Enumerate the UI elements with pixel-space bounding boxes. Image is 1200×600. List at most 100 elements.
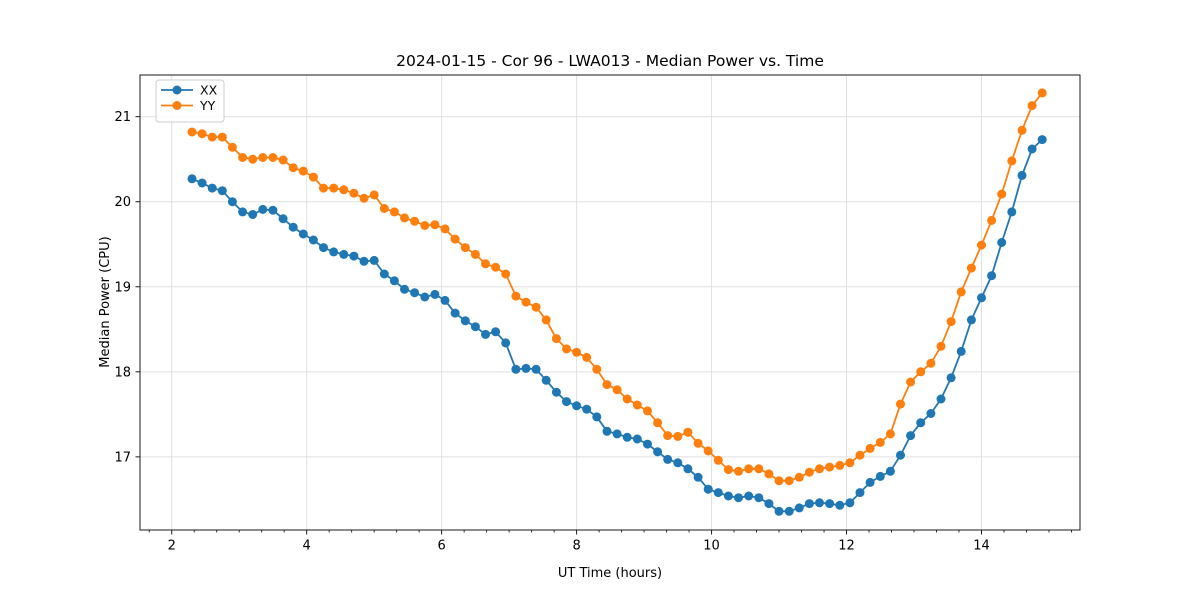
data-point bbox=[308, 172, 318, 182]
data-point bbox=[643, 439, 652, 449]
data-point bbox=[612, 385, 622, 395]
data-point bbox=[582, 352, 592, 362]
data-point bbox=[1007, 207, 1017, 217]
data-point bbox=[926, 358, 936, 368]
data-point bbox=[481, 329, 490, 339]
data-point bbox=[258, 204, 268, 214]
x-tick-label: 4 bbox=[303, 539, 311, 554]
data-point bbox=[359, 193, 369, 203]
data-point bbox=[248, 210, 258, 219]
data-point bbox=[845, 498, 855, 508]
data-point bbox=[865, 443, 875, 453]
data-point bbox=[298, 166, 308, 176]
data-point bbox=[936, 341, 946, 351]
data-point bbox=[997, 189, 1007, 199]
data-point bbox=[420, 292, 430, 302]
data-point bbox=[946, 317, 956, 327]
data-point bbox=[977, 240, 986, 250]
data-point bbox=[308, 235, 318, 245]
data-point bbox=[663, 431, 673, 441]
data-point bbox=[683, 464, 693, 474]
data-point bbox=[521, 363, 531, 373]
data-point bbox=[602, 426, 612, 436]
legend-label-xx: XX bbox=[200, 83, 218, 98]
data-point bbox=[227, 197, 237, 207]
data-point bbox=[531, 302, 541, 312]
data-point bbox=[562, 344, 571, 354]
data-point bbox=[319, 183, 328, 193]
data-point bbox=[278, 155, 288, 165]
data-point bbox=[774, 506, 784, 516]
data-point bbox=[400, 284, 409, 294]
data-point bbox=[612, 429, 622, 439]
data-point bbox=[632, 400, 642, 410]
data-point bbox=[521, 297, 531, 307]
data-point bbox=[946, 373, 956, 383]
x-tick-label: 2 bbox=[168, 539, 176, 554]
data-point bbox=[592, 364, 602, 374]
x-tick-label: 12 bbox=[838, 539, 855, 554]
data-point bbox=[956, 287, 966, 297]
data-point bbox=[329, 247, 339, 257]
data-point bbox=[400, 213, 409, 223]
data-point bbox=[197, 178, 207, 188]
data-point bbox=[643, 406, 652, 416]
chart-title: 2024-01-15 - Cor 96 - LWA013 - Median Po… bbox=[396, 52, 824, 70]
data-point bbox=[896, 399, 905, 409]
data-point bbox=[622, 432, 632, 442]
data-point bbox=[845, 458, 855, 468]
data-point bbox=[470, 322, 480, 332]
data-point bbox=[440, 224, 450, 234]
data-point bbox=[379, 269, 389, 279]
data-point bbox=[572, 347, 582, 357]
data-point bbox=[278, 214, 288, 224]
data-point bbox=[744, 464, 754, 474]
data-point bbox=[420, 221, 430, 230]
data-point bbox=[319, 243, 328, 253]
data-point bbox=[460, 243, 470, 253]
data-point bbox=[774, 476, 784, 486]
data-point bbox=[693, 438, 703, 448]
data-point bbox=[693, 472, 703, 482]
x-axis-label: UT Time (hours) bbox=[558, 566, 662, 581]
y-axis-label: Median Power (CPU) bbox=[98, 236, 113, 367]
grid-layer bbox=[140, 75, 1080, 530]
data-point bbox=[744, 491, 754, 501]
data-point bbox=[683, 427, 693, 437]
y-tick-label: 20 bbox=[114, 195, 131, 210]
data-point bbox=[1037, 135, 1047, 145]
data-point bbox=[562, 397, 571, 407]
data-point bbox=[248, 154, 258, 164]
series-yy bbox=[187, 88, 1047, 486]
data-point bbox=[511, 291, 521, 301]
series-xx bbox=[187, 135, 1047, 516]
data-point bbox=[906, 431, 916, 441]
data-point bbox=[977, 293, 986, 303]
x-tick-label: 8 bbox=[572, 539, 580, 554]
data-point bbox=[855, 450, 865, 460]
data-point bbox=[673, 431, 683, 441]
data-point bbox=[1027, 101, 1037, 111]
data-point bbox=[764, 499, 774, 509]
data-point bbox=[1017, 170, 1027, 180]
data-point bbox=[450, 234, 460, 244]
y-tick-label: 18 bbox=[114, 365, 131, 380]
data-point bbox=[653, 418, 663, 428]
data-point bbox=[987, 271, 997, 281]
data-point bbox=[1007, 156, 1017, 166]
data-point bbox=[501, 269, 511, 279]
data-point bbox=[855, 488, 865, 498]
data-point bbox=[298, 229, 308, 239]
data-point bbox=[663, 454, 673, 464]
data-point bbox=[966, 263, 976, 273]
data-point bbox=[987, 215, 997, 225]
data-point bbox=[470, 249, 480, 259]
data-point bbox=[551, 387, 561, 397]
data-point bbox=[804, 499, 814, 509]
data-point bbox=[288, 222, 298, 232]
data-point bbox=[369, 255, 379, 265]
data-point bbox=[491, 262, 501, 272]
data-point bbox=[197, 129, 207, 139]
data-point bbox=[885, 466, 895, 476]
